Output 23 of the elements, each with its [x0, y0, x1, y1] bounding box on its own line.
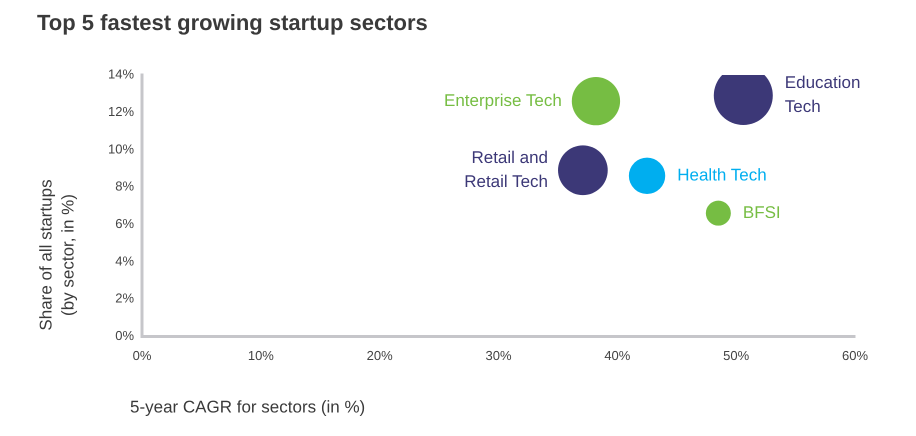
x-tick-label: 10%	[248, 348, 274, 363]
x-tick-label: 0%	[132, 348, 152, 363]
y-tick-label: 0%	[115, 328, 134, 343]
y-tick-label: 8%	[115, 178, 134, 194]
x-tick-label: 50%	[723, 348, 750, 363]
series-label: Education Tech	[784, 73, 860, 116]
x-tick-label: 60%	[842, 348, 868, 363]
x-tick-label: 20%	[366, 348, 394, 363]
y-axis-title: Share of all startups (by sector, in %)	[36, 179, 78, 331]
y-tick-label: 12%	[108, 104, 134, 119]
series-label: Enterprise Tech	[444, 90, 562, 110]
series-label: BFSI	[742, 202, 781, 222]
y-tick-label: 10%	[108, 141, 134, 156]
series-label: Health Tech	[677, 166, 767, 185]
x-tick-label: 40%	[604, 348, 631, 363]
chart-title: Top 5 fastest growing startup sectors	[37, 10, 428, 36]
series-label: Retail and Retail Tech	[464, 148, 548, 191]
x-axis-title: 5-year CAGR for sectors (in %)	[130, 398, 366, 417]
y-tick-label: 2%	[115, 290, 134, 306]
x-tick-label: 30%	[485, 348, 512, 363]
y-tick-label: 14%	[108, 66, 134, 82]
y-tick-label: 4%	[115, 253, 134, 268]
y-tick-label: 6%	[115, 216, 134, 231]
